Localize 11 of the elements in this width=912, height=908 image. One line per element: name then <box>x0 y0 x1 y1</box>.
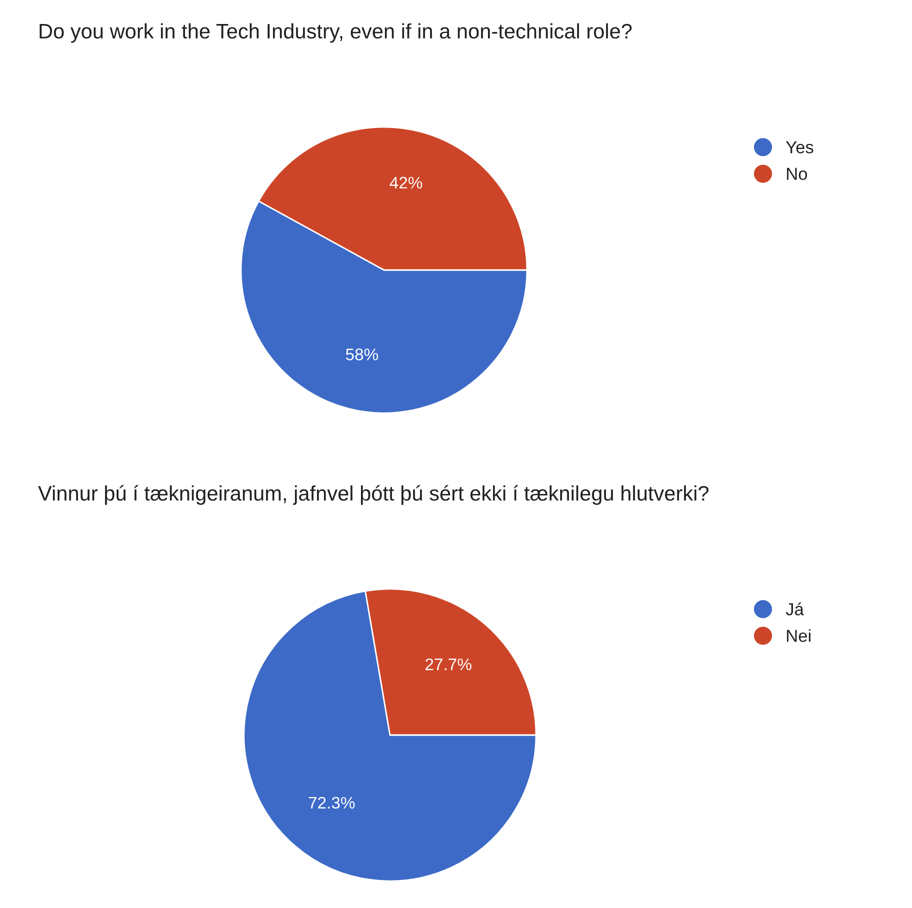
pie-slice <box>243 590 537 882</box>
legend-label: Nei <box>786 629 810 642</box>
chart-title: Vinnur þú í tæknigeiranum, jafnvel þótt þú sért ekki í tæknilegu hlutverki? <box>38 485 709 505</box>
legend-label: No <box>786 168 808 180</box>
data-label: 72.3% <box>308 796 355 809</box>
legend-label: Já <box>786 602 804 616</box>
legend-label: Yes <box>786 141 814 154</box>
data-label: 42% <box>390 176 422 189</box>
data-label: 58% <box>346 348 378 360</box>
data-label: 27.7% <box>426 658 472 670</box>
chart-title: Do you work in the Tech Industry, even if in a non-technical role? <box>40 23 632 43</box>
